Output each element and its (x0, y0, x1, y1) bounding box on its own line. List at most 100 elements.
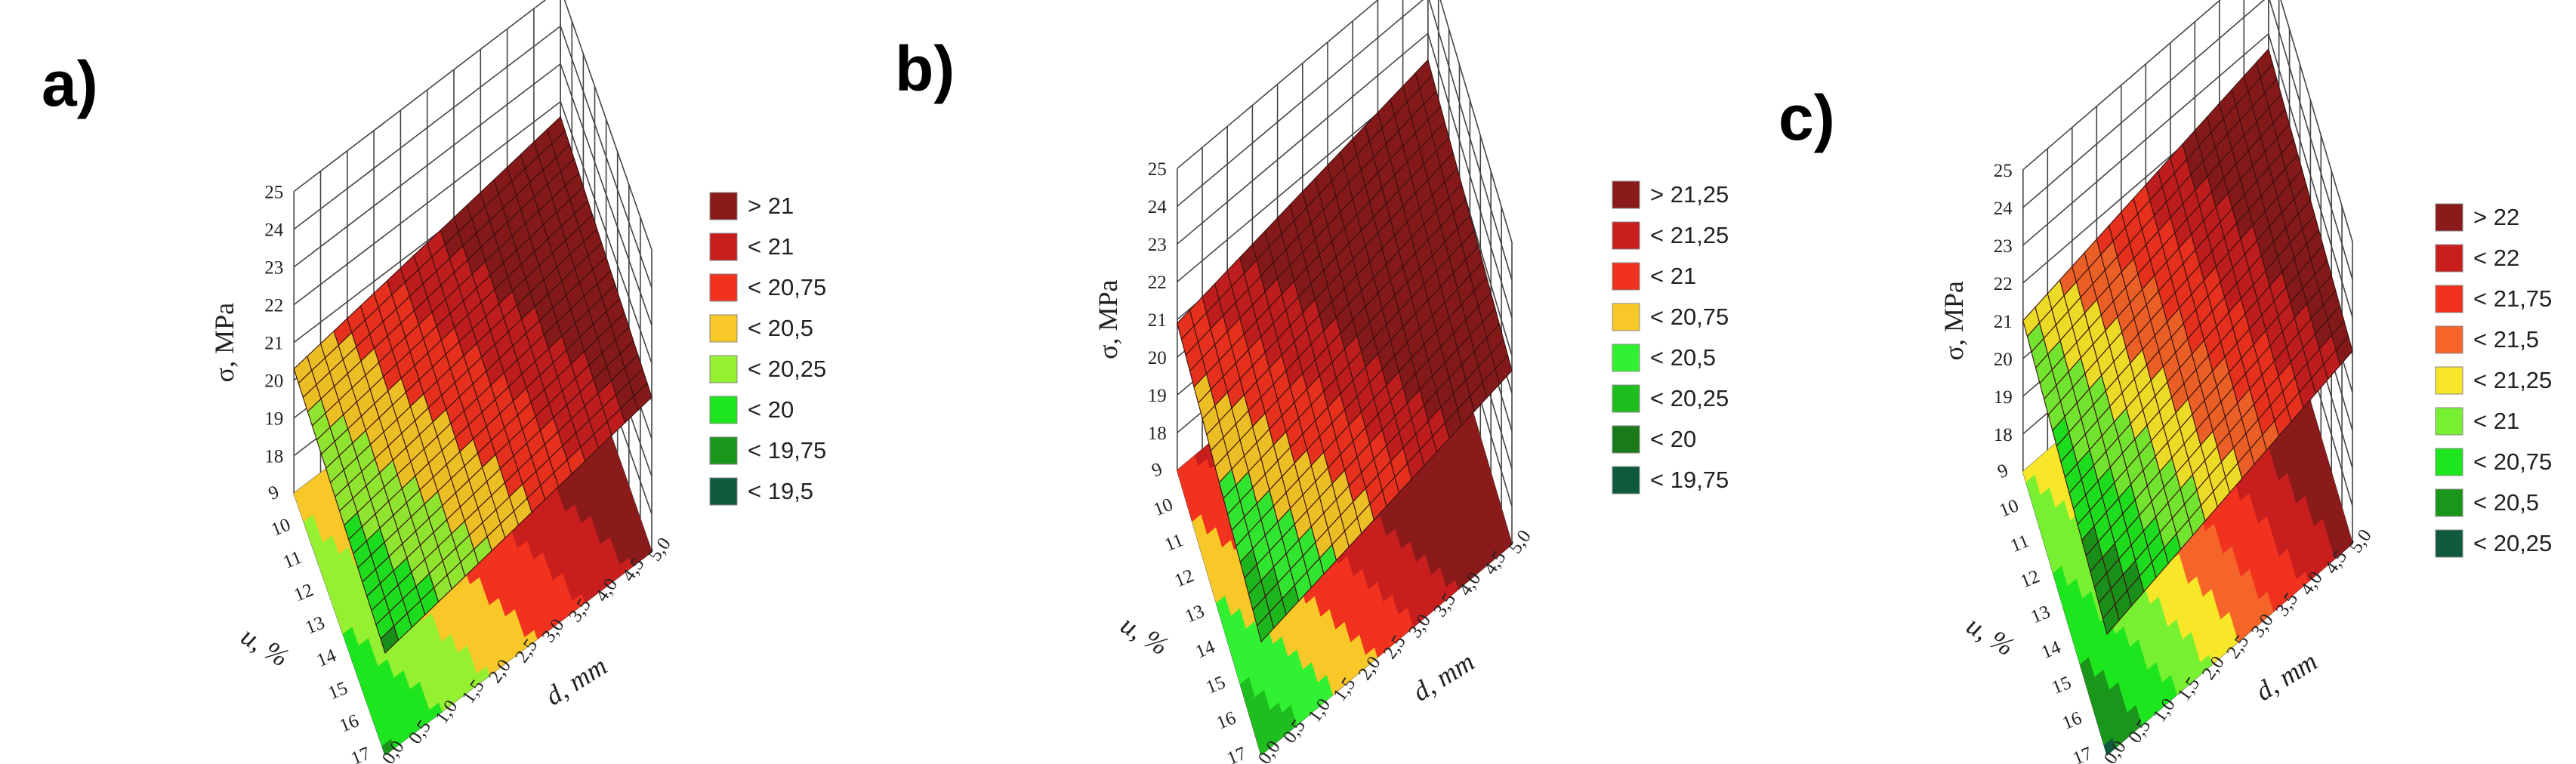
legend-label: < 21,75 (2473, 285, 2552, 312)
legend-swatch (1612, 180, 1640, 209)
z-axis-label: σ, MPa (1939, 281, 1969, 360)
x-tick-label: 13 (2028, 602, 2053, 627)
surface (2022, 48, 2353, 636)
x-tick-label: 9 (1149, 459, 1165, 482)
z-tick-label: 20 (1148, 348, 1167, 368)
legend-label: < 21,25 (2473, 367, 2552, 393)
z-tick-label: 25 (264, 183, 283, 203)
legend-swatch (2435, 366, 2463, 395)
x-tick-label: 17 (348, 744, 373, 764)
z-tick-label: 19 (264, 409, 283, 430)
chart-panel-3: 1819202122232425171615141312111090,00,51… (1779, 0, 2552, 764)
legend-swatch (2435, 407, 2463, 436)
legend-swatch (709, 396, 738, 424)
panel-label: b) (895, 33, 955, 104)
grid-line (2268, 33, 2353, 318)
grid-line (2022, 33, 2269, 246)
legend-label: > 21,25 (1650, 181, 1729, 208)
legend-label: < 20,25 (1650, 385, 1729, 411)
grid-line (1439, 0, 1513, 243)
x-tick-label: 16 (1214, 707, 1239, 733)
x-tick-label: 10 (1151, 494, 1176, 520)
y-axis-label: d, mm (1407, 646, 1479, 707)
y-axis-label: d, mm (2250, 646, 2322, 707)
legend-swatch (2435, 529, 2463, 558)
grid-line (293, 100, 561, 306)
legend-swatch (1612, 262, 1640, 291)
legend: > 22 < 22 < 21,75 < 21,5 < 21,25 < 21 < 20,75 <… (2435, 203, 2552, 558)
x-tick-label: 13 (303, 612, 328, 638)
legend-swatch (2435, 203, 2463, 232)
chart-panel-2: 1819202122232425171615141312111090,00,51… (895, 0, 1729, 764)
z-tick-label: 21 (1994, 312, 2013, 332)
surface-cell (546, 116, 566, 144)
x-tick-label: 12 (291, 580, 316, 605)
z-tick-label: 22 (264, 296, 283, 316)
legend-label: < 20,5 (1650, 344, 1716, 371)
z-tick-label: 21 (1148, 310, 1167, 331)
grid-line (293, 63, 561, 268)
z-tick-label: 23 (264, 258, 283, 279)
z-tick-label: 20 (1994, 350, 2013, 370)
z-tick-label: 18 (1148, 424, 1167, 444)
legend-label: > 22 (2473, 204, 2519, 230)
legend-label: < 20,75 (2473, 448, 2552, 475)
z-tick-label: 23 (1148, 235, 1167, 255)
x-tick-label: 17 (2070, 744, 2095, 764)
x-tick-label: 17 (1224, 744, 1249, 764)
panel-label: a) (42, 48, 98, 119)
z-axis-label: σ, MPa (1093, 279, 1123, 359)
legend: > 21,25 < 21,25 < 21 < 20,75 < 20,5 < 20,25 < … (1612, 180, 1729, 494)
panel-label: c) (1779, 82, 1835, 153)
legend-swatch (709, 477, 738, 506)
legend-swatch (1612, 425, 1640, 454)
z-tick-label: 22 (1994, 274, 2013, 294)
legend-swatch (2435, 325, 2463, 354)
legend: > 21 < 21 < 20,75 < 20,5 < 20,25 < 20 < 19,75 <… (709, 192, 826, 506)
grid-line (2022, 0, 2265, 208)
legend-swatch (1612, 303, 1640, 331)
x-tick-label: 16 (337, 710, 362, 736)
surface (293, 116, 652, 655)
legend-swatch (2435, 448, 2463, 476)
x-tick-label: 11 (1162, 530, 1186, 556)
z-tick-label: 25 (1148, 159, 1167, 180)
grid-line (293, 0, 547, 193)
z-tick-label: 20 (264, 371, 283, 392)
grid-line (2269, 0, 2353, 280)
z-tick-label: 25 (1994, 161, 2013, 181)
legend-swatch (709, 436, 738, 465)
legend-label: < 21,25 (1650, 222, 1729, 248)
x-axis-label: u, % (1115, 609, 1174, 661)
z-tick-label: 23 (1994, 236, 2013, 257)
x-tick-label: 12 (2017, 566, 2042, 592)
z-tick-label: 18 (1994, 425, 2013, 445)
grid-line (1177, 0, 1424, 207)
legend-swatch (1612, 221, 1640, 250)
x-tick-label: 9 (1994, 460, 2011, 482)
legend-label: < 22 (2473, 245, 2519, 271)
legend-swatch (1612, 343, 1640, 372)
x-tick-label: 15 (2049, 673, 2074, 698)
grid-line (560, 101, 652, 364)
legend-swatch (709, 314, 738, 343)
legend-label: < 20,75 (748, 274, 826, 300)
z-tick-label: 21 (264, 334, 283, 354)
legend-label: < 21 (2473, 408, 2519, 434)
legend-label: > 21 (748, 193, 794, 219)
legend-swatch (709, 273, 738, 302)
chart-panel-1: 1819202122232425171615141312111090,00,51… (42, 0, 826, 764)
legend-label: < 20,75 (1650, 303, 1729, 330)
surface-cell (1414, 59, 1433, 90)
grid-line (1427, 32, 1513, 319)
legend-swatch (1612, 466, 1640, 494)
legend-label: < 19,5 (748, 478, 813, 504)
legend-label: < 20,5 (748, 315, 813, 341)
legend-label: < 20 (748, 396, 794, 423)
x-tick-label: 14 (2038, 637, 2064, 664)
x-tick-label: 14 (1192, 636, 1218, 663)
x-tick-label: 9 (266, 482, 282, 504)
legend-swatch (2435, 285, 2463, 313)
z-tick-label: 22 (1148, 273, 1167, 293)
